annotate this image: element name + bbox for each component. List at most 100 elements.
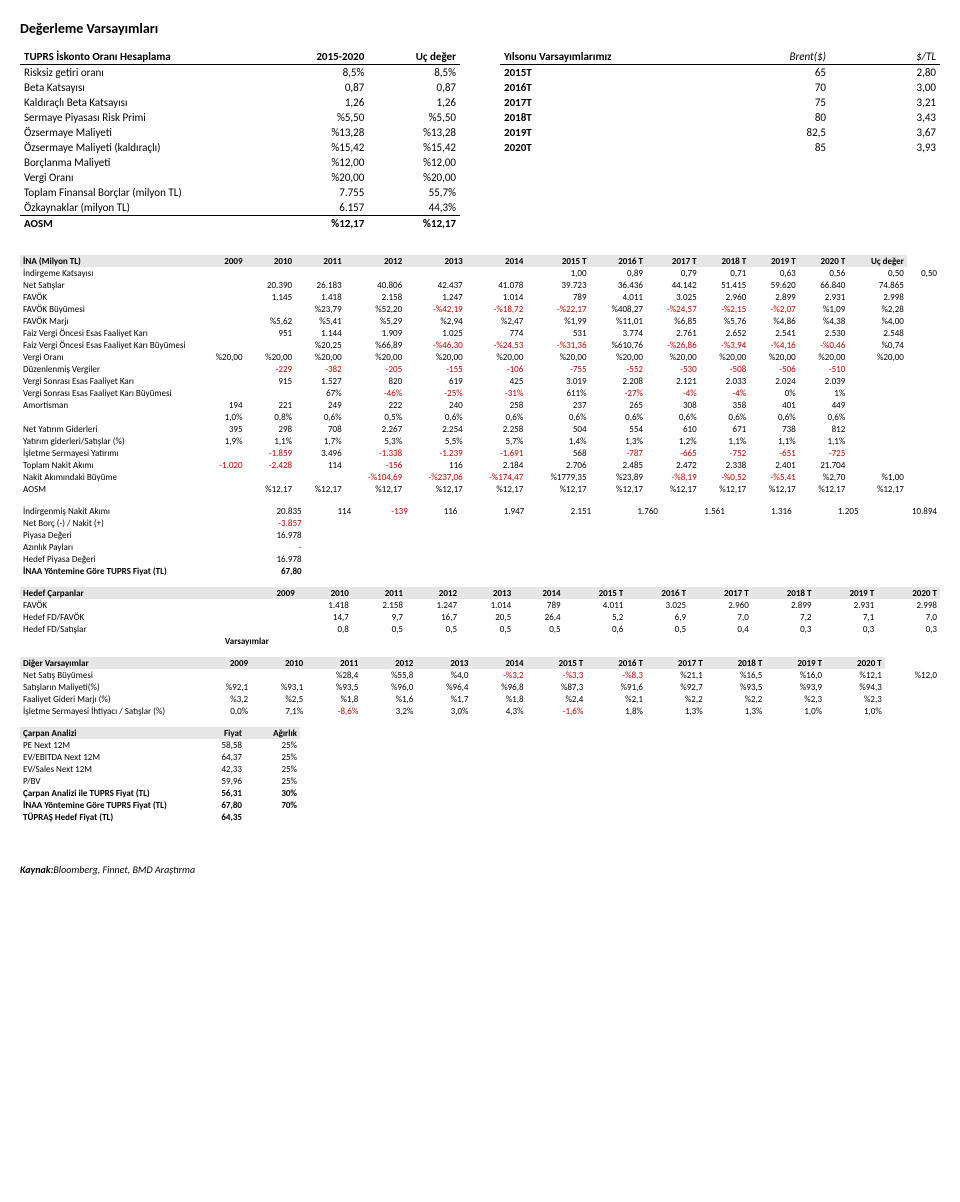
cell <box>795 517 862 529</box>
cell: %20,00 <box>295 351 345 363</box>
cell <box>460 517 527 529</box>
cell: 2.158 <box>345 291 406 303</box>
cell: %12,17 <box>345 483 406 495</box>
cell: 20.390 <box>246 279 296 291</box>
cell: 67,80 <box>226 565 304 577</box>
cell: 55,7% <box>368 185 460 200</box>
table-row: EV/EBITDA Next 12M64,3725% <box>20 751 300 763</box>
cell <box>594 529 661 541</box>
cell: 308 <box>646 399 700 411</box>
table-row: Net Satış Büyümesi%28,4%55,8%4,0-%3,2-%3… <box>20 669 940 681</box>
cell: %2,1 <box>586 693 646 705</box>
cell: 42,33 <box>196 763 245 775</box>
cell: 7,2 <box>752 611 815 623</box>
cell <box>728 517 795 529</box>
cell: 36.436 <box>590 279 646 291</box>
cell: Varsayımlar <box>196 635 298 647</box>
cell: 5,3% <box>345 435 406 447</box>
cell: %5,76 <box>700 315 750 327</box>
cell: 611% <box>526 387 589 399</box>
header-cell: 2016 T <box>590 255 646 267</box>
cell <box>411 553 461 565</box>
section-header-row: Diğer Varsayımlar20092010201120122013201… <box>20 657 940 669</box>
cell: 2.472 <box>646 459 700 471</box>
cell: 58,58 <box>196 739 245 751</box>
table-row: İşletme Sermayesi Yatırımı-1.8593.496-1.… <box>20 447 940 459</box>
cell: 249 <box>295 399 345 411</box>
cell: 85 <box>720 140 830 155</box>
cell: 7,1% <box>251 705 306 717</box>
cell: %610,76 <box>590 339 646 351</box>
cell: -%5,41 <box>749 471 799 483</box>
cell: 1,9% <box>196 435 246 447</box>
cell: 240 <box>405 399 466 411</box>
cell: -755 <box>526 363 589 375</box>
cell: 2.706 <box>526 459 589 471</box>
table-row: FAVÖK1.1451.4182.1581.2471.0147894.0113.… <box>20 291 940 303</box>
cell: 951 <box>246 327 296 339</box>
cell <box>848 399 907 411</box>
cell: 0,3 <box>814 623 877 635</box>
cell <box>196 363 246 375</box>
cell: FAVÖK Marjı <box>20 315 196 327</box>
table-row: FAVÖK1.4182.1581.2471.0147894.0113.0252.… <box>20 599 940 611</box>
header-cell: 2018 T <box>752 587 815 599</box>
cell: 0,6% <box>799 411 849 423</box>
cell <box>411 517 461 529</box>
cell <box>196 327 246 339</box>
source-footer: Kaynak:Bloomberg, Finnet, BMD Araştırma <box>20 863 940 876</box>
cell <box>295 267 345 279</box>
cell: %1,8 <box>306 693 361 705</box>
cell: %1,00 <box>848 471 907 483</box>
cell: -506 <box>749 363 799 375</box>
table-row: Hedef FD/Satışlar0,80,50,50,50,50,60,50,… <box>20 623 940 635</box>
cell: 0,89 <box>590 267 646 279</box>
cell <box>196 505 211 517</box>
cell: %2,94 <box>405 315 466 327</box>
cell <box>460 541 527 553</box>
cell: %28,4 <box>306 669 361 681</box>
cell: 619 <box>405 375 466 387</box>
cell: 3.025 <box>626 599 689 611</box>
cell: 114 <box>295 459 345 471</box>
cell: 40.806 <box>345 279 406 291</box>
cell: 6,9 <box>626 611 689 623</box>
cell: 20.835 <box>226 505 304 517</box>
cell: -27% <box>590 387 646 399</box>
cell: 0,6% <box>295 411 345 423</box>
cell: %12,17 <box>700 483 750 495</box>
cell: -%8,19 <box>646 471 700 483</box>
cell: 25% <box>245 751 300 763</box>
table-row: Vergi Oranı%20,00%20,00 <box>20 170 460 185</box>
header-cell: Brent($) <box>720 49 830 65</box>
cell: Amortisman <box>20 399 196 411</box>
cell: 2.899 <box>752 599 815 611</box>
cell <box>251 669 306 681</box>
cell: 1,26 <box>262 95 368 110</box>
cell <box>354 565 411 577</box>
cell: -%46,30 <box>405 339 466 351</box>
cell: -4% <box>646 387 700 399</box>
cell: FAVÖK Büyümesi <box>20 303 196 315</box>
cell <box>728 541 795 553</box>
cell: %12,17 <box>590 483 646 495</box>
table-row: Vergi Oranı%20,00%20,00%20,00%20,00%20,0… <box>20 351 940 363</box>
header-cell: 2014 <box>471 657 526 669</box>
table-row: 2015T652,80 <box>500 65 940 81</box>
cell: %93,1 <box>251 681 306 693</box>
cell: %12,17 <box>368 216 460 232</box>
cell <box>196 291 246 303</box>
cell: 74.865 <box>848 279 907 291</box>
section-header-row: Çarpan Analizi Fiyat Ağırlık <box>20 727 300 739</box>
cell: -%2,07 <box>749 303 799 315</box>
cell <box>862 553 940 565</box>
cell: -651 <box>749 447 799 459</box>
header-cell: 2011 <box>352 587 406 599</box>
cell: 2.338 <box>700 459 750 471</box>
cell: 1,0% <box>765 705 825 717</box>
cell: %92,1 <box>196 681 251 693</box>
header-cell: 2013 <box>416 657 471 669</box>
cell: -%31,36 <box>526 339 589 351</box>
cell <box>196 623 298 635</box>
cell <box>305 565 355 577</box>
